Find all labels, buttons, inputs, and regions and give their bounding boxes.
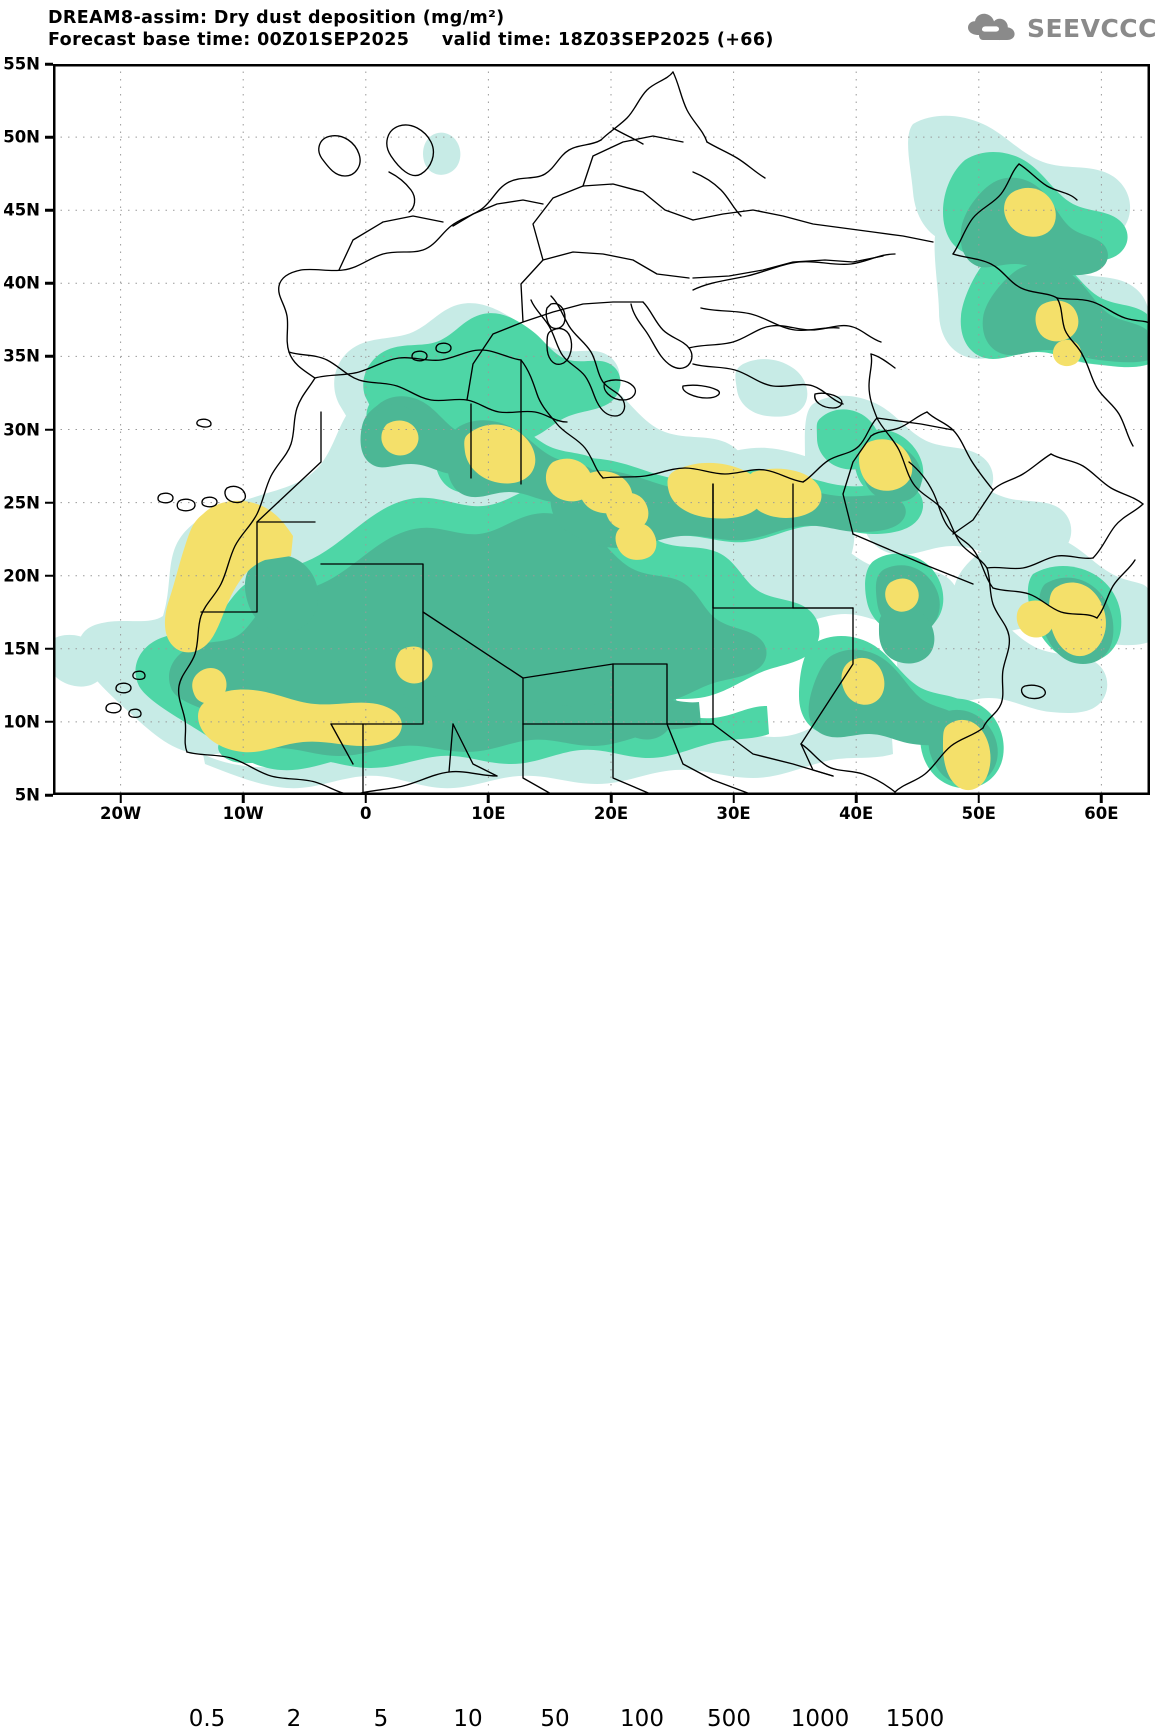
colorbar-label-8: 1500 — [885, 1706, 945, 1732]
lon-label-60e: 60E — [1084, 804, 1119, 823]
lat-label-45n: 45N — [3, 200, 40, 220]
lat-tick — [45, 720, 53, 724]
chart-title: DREAM8-assim: Dry dust deposition (mg/m²… — [48, 8, 505, 28]
colorbar-label-5: 100 — [620, 1706, 664, 1732]
lat-tick — [45, 208, 53, 212]
lat-tick — [45, 282, 53, 285]
lat-tick — [45, 647, 53, 651]
lat-tick — [45, 501, 53, 504]
lon-tick — [1100, 795, 1103, 803]
lat-label-5n: 5N — [14, 785, 40, 805]
colorbar-label-7: 1000 — [790, 1706, 850, 1732]
chart-subtitle: Forecast base time: 00Z01SEP2025 valid t… — [48, 30, 774, 50]
colorbar-label-6: 500 — [707, 1706, 751, 1732]
lat-label-35n: 35N — [3, 346, 40, 366]
cloud-wind-icon — [967, 13, 1015, 41]
lat-label-30n: 30N — [3, 420, 40, 439]
coastlines-and-borders — [105, 71, 1150, 795]
lon-label-0: 0 — [360, 804, 372, 823]
lat-label-55n: 55N — [3, 54, 40, 74]
lon-tick — [854, 795, 858, 803]
colorbar-label-4: 50 — [540, 1706, 570, 1732]
dust-deposition-map[interactable] — [53, 64, 1150, 795]
colorbar[interactable] — [0, 838, 1165, 907]
lat-label-40n: 40N — [3, 273, 40, 293]
lat-label-10n: 10N — [3, 712, 40, 732]
logo-text: SEEVCCC — [1026, 13, 1157, 43]
colorbar-label-1: 2 — [286, 1706, 302, 1732]
lat-tick — [45, 428, 53, 431]
colorbar-legend[interactable]: 0.5 2 5 10 50 100 500 1000 1500 — [0, 838, 1165, 1732]
lat-tick — [45, 135, 53, 139]
lon-tick — [119, 795, 122, 803]
lat-tick — [45, 62, 53, 66]
lat-tick — [45, 793, 53, 797]
lon-tick — [977, 795, 981, 803]
lat-label-15n: 15N — [3, 639, 40, 659]
colorbar-label-2: 5 — [373, 1706, 389, 1732]
map-gridlines — [53, 64, 1150, 795]
header: DREAM8-assim: Dry dust deposition (mg/m²… — [0, 0, 1165, 58]
lon-label-10e: 10E — [471, 804, 506, 823]
lat-label-25n: 25N — [3, 493, 40, 513]
lon-label-40e: 40E — [839, 804, 874, 823]
lon-tick — [732, 795, 735, 803]
lon-tick — [487, 795, 490, 803]
lat-tick — [45, 355, 53, 358]
lon-label-20w: 20W — [100, 804, 142, 823]
lat-tick — [45, 574, 53, 577]
lon-label-20e: 20E — [593, 804, 629, 823]
contour-band-10-50 — [164, 187, 1106, 791]
colorbar-label-0: 0.5 — [188, 1706, 226, 1732]
lon-tick — [364, 795, 368, 803]
colorbar-label-3: 10 — [453, 1706, 483, 1732]
lat-label-50n: 50N — [3, 127, 40, 147]
lat-label-20n: 20N — [3, 566, 40, 586]
lon-label-10w: 10W — [222, 804, 264, 823]
seevccc-logo: SEEVCCC — [965, 8, 1157, 48]
map-frame-border — [53, 64, 1150, 795]
lon-tick — [241, 795, 245, 803]
lon-tick — [609, 795, 613, 803]
map-container[interactable]: 55N 50N 45N 40N 35N 30N 25N 20N 15N 10N … — [3, 55, 1150, 823]
lon-label-30e: 30E — [716, 804, 751, 823]
lon-label-50e: 50E — [961, 804, 996, 823]
